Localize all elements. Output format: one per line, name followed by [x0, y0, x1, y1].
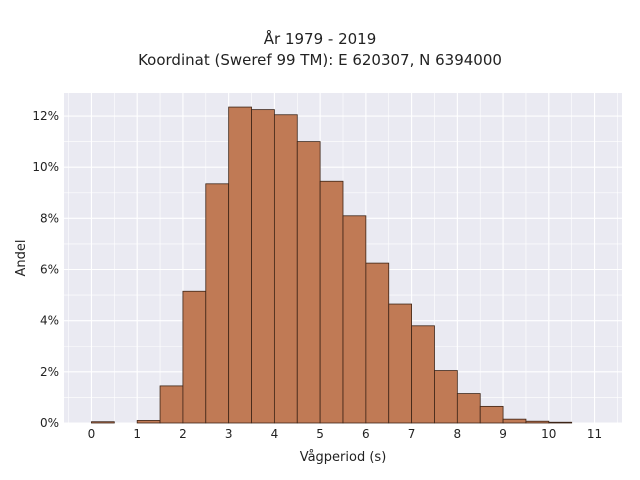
histogram-bar [456, 393, 481, 424]
histogram-bar [365, 262, 390, 424]
y-axis-label: Andel [14, 240, 29, 277]
histogram-bar [342, 215, 367, 424]
y-axis-ticks: 0% 2% 4% 6% 8% 10% 12% [32, 109, 59, 430]
histogram-bar [479, 405, 504, 424]
chart-title: År 1979 - 2019 [263, 30, 377, 48]
x-tick-label: 8 [454, 427, 462, 441]
x-tick-label: 1 [133, 427, 141, 441]
histogram-bar [159, 385, 184, 424]
y-tick-label: 12% [32, 109, 59, 123]
histogram-bar [251, 109, 275, 424]
histogram-bar [228, 106, 252, 424]
x-tick-label: 5 [316, 427, 324, 441]
histogram-bar [411, 325, 435, 424]
x-tick-label: 11 [587, 427, 602, 441]
x-axis-label: Vågperiod (s) [300, 450, 387, 465]
histogram-bar [502, 418, 527, 424]
histogram-bar [182, 290, 207, 424]
histogram-bar [273, 114, 298, 424]
y-tick-label: 0% [40, 416, 59, 430]
histogram-bar [434, 370, 458, 424]
histogram-bar [388, 303, 413, 424]
x-tick-label: 10 [541, 427, 556, 441]
histogram-bar [136, 420, 161, 424]
x-axis-ticks: 0 1 2 3 4 5 6 7 8 9 10 11 [88, 427, 603, 441]
histogram-bar [548, 421, 573, 424]
x-tick-label: 6 [362, 427, 370, 441]
histogram-bar [525, 420, 550, 424]
histogram-bar [205, 183, 230, 424]
y-tick-label: 8% [40, 211, 59, 225]
y-tick-label: 6% [40, 263, 59, 277]
x-tick-label: 4 [271, 427, 279, 441]
y-tick-label: 4% [40, 314, 59, 328]
y-tick-label: 10% [32, 160, 59, 174]
bars [91, 106, 573, 424]
histogram-bar [296, 141, 321, 424]
x-tick-label: 7 [408, 427, 416, 441]
chart-subtitle: Koordinat (Sweref 99 TM): E 620307, N 63… [138, 51, 502, 69]
histogram-bar [319, 180, 344, 424]
histogram-bar [91, 421, 115, 424]
x-tick-label: 9 [499, 427, 507, 441]
y-tick-label: 2% [40, 365, 59, 379]
x-tick-label: 2 [179, 427, 187, 441]
x-tick-label: 0 [88, 427, 96, 441]
x-tick-label: 3 [225, 427, 233, 441]
